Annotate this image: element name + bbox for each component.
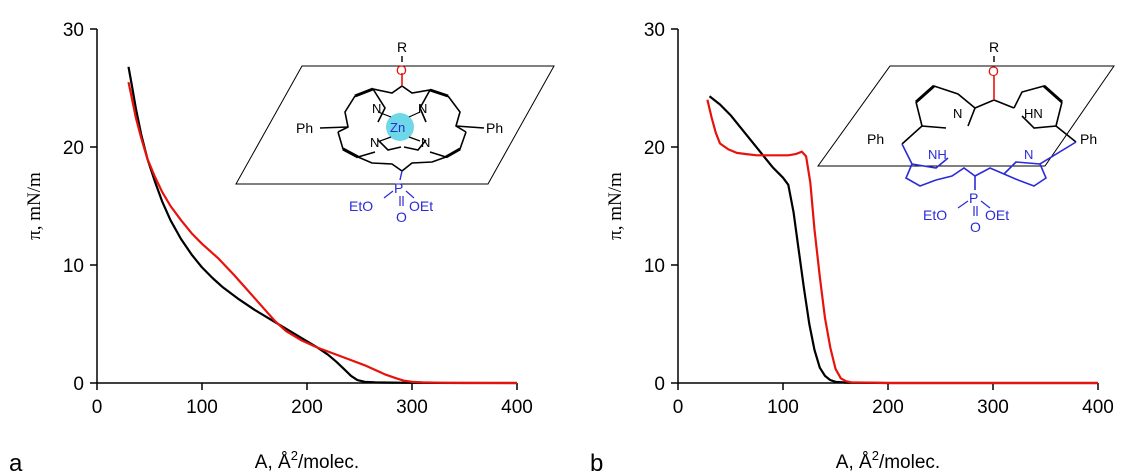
panel-b: 0 100 200 300 400 0 10 20 30 [590,20,1115,475]
panel-a: 0 100 200 300 400 0 10 20 30 [9,20,555,475]
panel-a-y-tick-label: 0 [73,374,84,395]
panel-a-x-tick-label: 300 [396,397,428,418]
panel-b-o-label: O [988,63,999,79]
panel-a-zinc-highlight [386,113,414,141]
panel-a-ph-right-label: Ph [486,120,503,136]
panel-b-x-tick-label: 100 [767,397,799,418]
panel-b-x-tick-label: 200 [872,397,904,418]
panel-a-x-axis-title: A, Å2/molec. [255,448,359,473]
panel-b-y-tick-label: 20 [644,138,665,159]
panel-a-bold-bonds [342,87,461,159]
panel-b-x-tick-label: 300 [977,397,1009,418]
panel-b-ph-right-label: Ph [1080,131,1097,147]
panel-a-po-oxygen-label: O [396,209,407,225]
panel-b-molecule-inset: R O N HN Ph Ph NH N P EtO OEt O [817,39,1115,235]
panel-a-y-tick-label: 10 [63,256,84,277]
panel-a-ticks: 0 100 200 300 400 0 10 20 30 [63,20,533,418]
panel-a-ph-left-label: Ph [296,120,313,136]
panel-a-x-tick-label: 100 [186,397,218,418]
panel-b-hn-label: HN [1024,106,1043,121]
panel-b-y-tick-label: 0 [654,374,665,395]
panel-b-series-line-0 [708,95,1098,385]
panel-a-molecule-inset: R O N N N N Zn Ph Ph P EtO OEt O [235,39,555,225]
panel-b-plane-outline [817,65,1115,167]
panel-b-x-tick-label: 0 [673,397,684,418]
panel-a-x-tick-label: 200 [291,397,323,418]
panel-b-ticks: 0 100 200 300 400 0 10 20 30 [644,20,1114,418]
panel-a-y-tick-label: 30 [63,20,84,41]
panel-a-curves [127,66,518,385]
panel-a-plane-outline [235,65,555,185]
panel-a-plot-area: 0 100 200 300 400 0 10 20 30 [63,20,533,418]
panel-b-oet-label: OEt [985,207,1009,223]
panel-b-y-tick-label: 10 [644,256,665,277]
panel-a-phosphonate-bond [399,170,403,181]
panel-a-eto-label: EtO [349,198,373,214]
panel-a-n-label: N [370,135,379,150]
panel-b-nh-label: NH [928,147,947,162]
panel-a-series-line-1 [127,81,518,385]
panel-b-plot-area: 0 100 200 300 400 0 10 20 30 [644,20,1114,418]
panel-a-y-axis-title: π, mN/m [24,172,45,240]
panel-a-r-label: R [397,39,407,55]
panel-b-r-label: R [989,39,999,55]
panel-b-bold-bonds [915,84,1063,104]
panel-b-lower-skeleton [901,141,1077,190]
panel-a-n-label: N [421,135,430,150]
panel-a-letter: a [9,450,23,475]
panel-b-series-line-1 [706,99,1098,385]
panel-a-zn-label: Zn [390,120,405,135]
panel-b-x-tick-label: 400 [1082,397,1114,418]
panel-b-po-oxygen-label: O [970,219,981,235]
panel-b-eto-label: EtO [923,207,947,223]
panel-b-letter: b [590,450,603,475]
panel-b-n-lower-label: N [1024,147,1033,162]
panel-a-x-tick-label: 0 [92,397,103,418]
panel-b-n-label: N [953,106,962,121]
panel-b-x-axis-title: A, Å2/molec. [836,448,940,473]
panel-b-y-tick-label: 30 [644,20,665,41]
panel-a-o-label: O [396,62,407,78]
panel-a-x-tick-label: 400 [501,397,533,418]
panel-a-n-label: N [418,101,427,116]
panel-b-y-axis-title: π, mN/m [605,172,626,240]
panel-a-series-line-0 [127,66,517,385]
panel-b-ph-left-label: Ph [867,131,884,147]
panel-b-curves [706,95,1098,385]
panel-a-p-label: P [394,180,403,196]
panel-b-upper-skeleton [901,85,1077,145]
panel-a-y-tick-label: 20 [63,138,84,159]
panel-a-oet-label: OEt [409,198,433,214]
panel-a-n-label: N [372,101,381,116]
panel-b-p-label: P [969,190,978,206]
